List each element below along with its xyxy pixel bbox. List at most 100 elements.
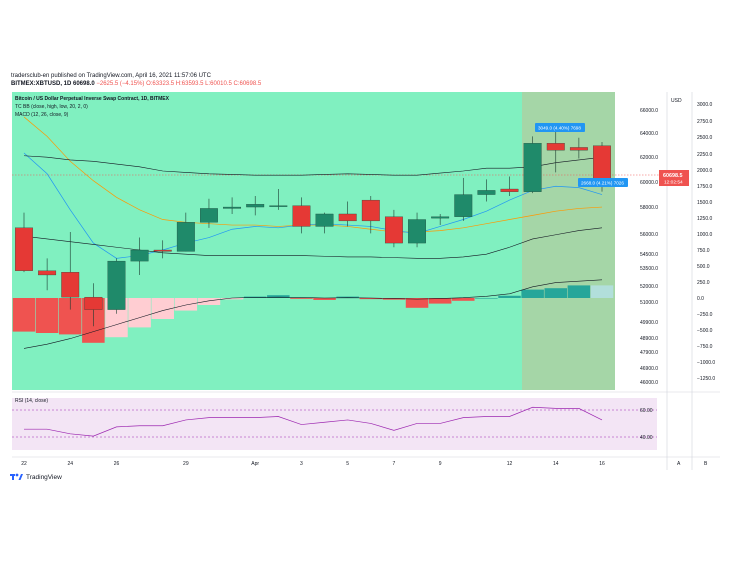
secondary-tick-label: 3000.0 <box>697 102 713 108</box>
bb-upper-line <box>23 155 603 176</box>
candle-body <box>246 204 265 208</box>
time-tick-label: 9 <box>439 461 442 467</box>
time-tick-label: 26 <box>114 461 120 467</box>
macd-hist-bar <box>544 288 568 298</box>
candle-body <box>15 227 33 271</box>
macd-signal-line <box>23 279 603 349</box>
time-tick-label: 16 <box>599 461 605 467</box>
axis-scale-button[interactable]: B <box>704 461 708 467</box>
main-pane-dark-bg <box>522 92 615 390</box>
blue-ma-line <box>23 152 603 259</box>
price-tick-label: 51000.0 <box>640 300 658 306</box>
macd-hist-bar <box>267 295 290 298</box>
time-tick-label: 14 <box>553 461 559 467</box>
indicator-macd: MACD (12, 26, close, 9) <box>15 112 69 118</box>
price-tick-label: 52000.0 <box>640 284 658 290</box>
macd-hist-bar <box>220 298 244 300</box>
price-tick-label: 62000.0 <box>640 155 658 161</box>
symbol-ohlc: O:63323.5 H:63593.5 L:60010.5 C:60698.5 <box>146 81 262 87</box>
candle-body <box>38 270 57 276</box>
price-tick-label: 49900.0 <box>640 320 658 326</box>
secondary-tick-label: 250.0 <box>697 280 710 286</box>
candle-body <box>546 143 565 151</box>
macd-hist-bar <box>521 289 544 298</box>
time-tick-label: 5 <box>346 461 349 467</box>
time-tick-label: 22 <box>21 461 27 467</box>
indicator-tcbb: TC BB (close, high, low, 20, 2, 0) <box>15 104 88 110</box>
main-pane-bg <box>12 92 522 390</box>
time-tick-label: 24 <box>67 461 73 467</box>
time-tick-label: 3 <box>300 461 303 467</box>
candle-body <box>454 194 473 217</box>
macd-hist-bar <box>567 285 591 298</box>
candle-body <box>593 145 611 183</box>
last-price-time: 12:02:54 <box>664 180 683 186</box>
footer: TradingView <box>10 473 62 481</box>
axis-auto-button[interactable]: A <box>677 461 681 467</box>
secondary-tick-label: −250.0 <box>697 312 713 318</box>
secondary-tick-label: 2000.0 <box>697 168 713 174</box>
callout-bottom-text: 2668.0 (4.21%) 7026 <box>581 181 624 186</box>
candle-body <box>176 222 195 252</box>
main-pane-right-bg <box>615 92 667 390</box>
macd-hist-bar <box>359 298 383 300</box>
macd-hist-bar <box>405 298 429 308</box>
rsi-tick-label: 60.00 <box>640 408 653 414</box>
candle-body <box>523 143 542 192</box>
time-tick-label: Apr <box>251 461 259 467</box>
secondary-tick-label: −1250.0 <box>697 376 715 382</box>
time-tick-label: 12 <box>507 461 513 467</box>
price-tick-label: 46900.0 <box>640 366 658 372</box>
secondary-tick-label: 2750.0 <box>697 119 713 125</box>
candle-body <box>315 213 334 227</box>
bollinger-bands <box>23 116 603 259</box>
price-axis: 66000.0 64000.0 62000.0 60000.0 58000.0 56000… <box>640 108 658 386</box>
publish-line: tradersclub-en published on TradingView.… <box>11 73 211 79</box>
price-tick-label: 58000.0 <box>640 205 658 211</box>
candle-body <box>292 205 311 227</box>
symbol-prefix: BITMEX:XBTUSD, 1D 60698.0 <box>11 81 95 87</box>
macd-hist-bar <box>336 296 359 298</box>
secondary-tick-label: −750.0 <box>697 344 713 350</box>
time-axis: 22 24 26 29 Apr 3 5 7 9 12 14 16 A B <box>21 461 708 467</box>
footer-brand: TradingView <box>26 473 62 481</box>
candle-body <box>408 219 426 244</box>
symbol-line: BITMEX:XBTUSD, 1D 60698.0 −2625.5 (−4.15… <box>11 81 261 87</box>
macd-hist-bar <box>174 298 198 311</box>
candle-body <box>361 199 380 222</box>
secondary-tick-label: USD <box>671 98 682 104</box>
chart-title: Bitcoin / US Dollar Perpetual Inverse Sw… <box>15 96 169 102</box>
candle-body <box>500 188 519 192</box>
macd-hist-bar <box>151 298 174 319</box>
callout-bottom-box <box>578 178 628 187</box>
secondary-tick-label: −1000.0 <box>697 360 715 366</box>
price-tick-label: 53500.0 <box>640 266 658 272</box>
candle-body <box>223 206 242 209</box>
secondary-axis: USD 3000.0 2750.0 2500.0 2250.0 2000.0 1750.0 1… <box>671 98 715 382</box>
macd-hist-bar <box>290 298 313 299</box>
price-tick-label: 66000.0 <box>640 108 658 114</box>
candle-body <box>130 249 149 262</box>
secondary-tick-label: 0.0 <box>697 296 704 302</box>
candles <box>15 128 611 327</box>
macd-hist-bar <box>313 298 336 300</box>
rsi-band <box>12 398 657 450</box>
candle-body <box>569 147 588 151</box>
secondary-tick-label: 1000.0 <box>697 232 713 238</box>
rsi-tick-label: 40.00 <box>640 435 653 441</box>
indicator-rsi: RSI (14, close) <box>15 398 49 404</box>
price-tick-label: 64000.0 <box>640 131 658 137</box>
candle-body <box>384 216 403 244</box>
candle-body <box>107 260 126 310</box>
last-price-label: 60698.5 <box>663 173 683 179</box>
secondary-tick-label: 500.0 <box>697 264 710 270</box>
secondary-tick-label: 750.0 <box>697 248 710 254</box>
macd-hist-bar <box>35 298 59 333</box>
macd-hist-bar <box>498 295 521 298</box>
price-tick-label: 46000.0 <box>640 380 658 386</box>
last-price-label-box <box>659 170 689 186</box>
time-tick-label: 29 <box>183 461 189 467</box>
symbol-change: −2625.5 (−4.15%) <box>96 81 145 87</box>
price-tick-label: 48900.0 <box>640 336 658 342</box>
